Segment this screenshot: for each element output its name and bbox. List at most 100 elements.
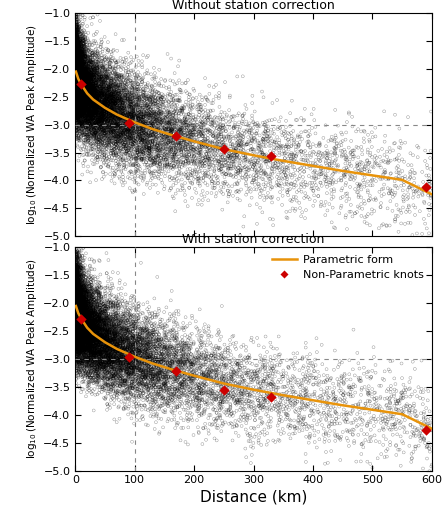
Point <box>116 344 123 353</box>
Point <box>76 72 83 81</box>
Point <box>73 51 80 59</box>
Point <box>73 290 80 298</box>
Point <box>203 138 210 146</box>
Point <box>83 326 90 334</box>
Point <box>110 133 117 141</box>
Point <box>74 63 81 72</box>
Point <box>152 372 159 381</box>
Point <box>202 339 209 347</box>
Point <box>96 345 103 354</box>
Point <box>249 155 256 163</box>
Point <box>105 324 112 333</box>
Point <box>108 104 115 112</box>
Point <box>77 282 84 290</box>
Point <box>211 371 218 380</box>
Point <box>76 305 83 314</box>
Point <box>88 98 95 107</box>
Point <box>91 336 98 345</box>
Point <box>72 82 79 90</box>
Point <box>76 106 83 114</box>
Point <box>99 116 106 125</box>
Point <box>77 49 84 57</box>
Point <box>395 406 402 414</box>
Point <box>134 339 141 347</box>
Point <box>77 60 84 69</box>
Point <box>74 59 82 67</box>
Point <box>82 87 89 95</box>
Point <box>74 298 81 307</box>
Point <box>86 332 93 341</box>
Point <box>116 320 123 329</box>
Point <box>122 68 129 76</box>
Point <box>113 347 120 355</box>
Point <box>168 156 175 164</box>
Point <box>92 128 99 137</box>
Point <box>238 142 245 151</box>
Point <box>277 159 284 167</box>
Point <box>72 264 79 272</box>
Point <box>210 145 217 153</box>
Point <box>90 110 97 118</box>
Point <box>76 246 83 254</box>
Point <box>73 289 80 297</box>
Point <box>91 91 98 99</box>
Point <box>74 326 82 334</box>
Point <box>150 119 157 127</box>
Point <box>195 172 202 180</box>
Point <box>111 345 118 354</box>
Point <box>117 368 124 376</box>
Point <box>85 116 92 125</box>
Point <box>93 121 100 129</box>
Point <box>87 61 94 70</box>
Point <box>162 169 169 177</box>
Point <box>74 304 81 313</box>
Point <box>100 334 107 343</box>
Point <box>105 358 112 367</box>
Point <box>73 338 80 346</box>
Point <box>78 97 85 106</box>
Point <box>74 334 81 342</box>
Point <box>225 165 232 173</box>
Point <box>127 140 134 148</box>
Point <box>203 380 210 388</box>
Point <box>211 361 218 370</box>
Point <box>291 358 298 367</box>
Point <box>111 98 118 106</box>
Point <box>227 140 234 148</box>
Point <box>241 212 248 220</box>
Point <box>258 187 265 195</box>
Point <box>314 162 321 170</box>
Point <box>82 64 89 72</box>
Point <box>106 119 113 127</box>
Point <box>255 341 262 349</box>
Point <box>130 111 137 119</box>
Point <box>166 399 173 408</box>
Point <box>75 71 82 80</box>
Point <box>81 352 88 360</box>
Point <box>74 49 81 58</box>
Point <box>142 112 149 120</box>
Point <box>163 373 170 381</box>
Point <box>87 132 94 140</box>
Point <box>144 116 152 125</box>
Point <box>358 142 365 151</box>
Point <box>74 337 82 345</box>
Point <box>78 317 85 326</box>
Point <box>74 320 82 328</box>
Point <box>117 123 124 131</box>
Point <box>73 310 80 318</box>
Point <box>95 330 102 339</box>
Point <box>189 95 196 103</box>
Point <box>85 344 92 352</box>
Point <box>155 106 162 114</box>
Point <box>82 298 89 307</box>
Point <box>97 336 104 345</box>
Point <box>78 96 85 104</box>
Point <box>89 317 96 326</box>
Point <box>143 329 150 337</box>
Point <box>74 331 81 339</box>
Point <box>178 370 185 379</box>
Point <box>138 147 145 155</box>
Point <box>109 324 116 332</box>
Point <box>84 333 91 341</box>
